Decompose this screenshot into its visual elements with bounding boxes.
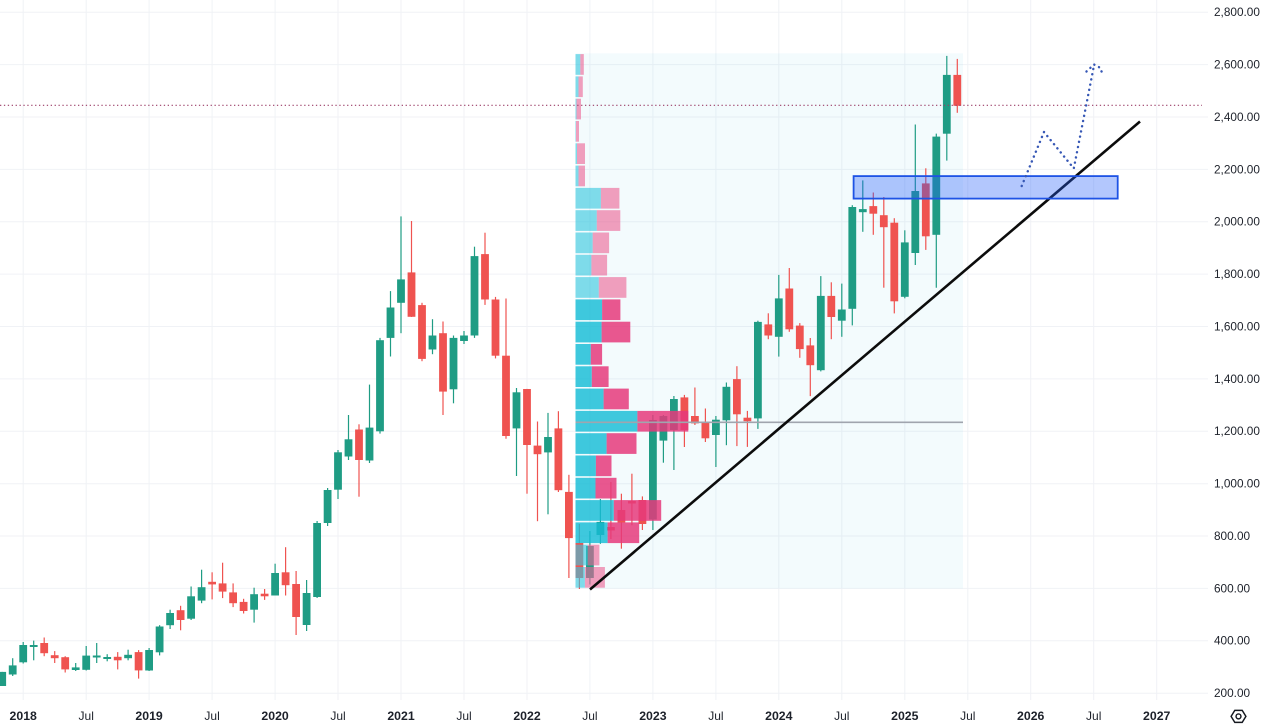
svg-text:800.00: 800.00	[1214, 529, 1251, 543]
svg-text:2025: 2025	[891, 709, 919, 723]
svg-text:Jul: Jul	[960, 709, 975, 723]
svg-text:Jul: Jul	[204, 709, 219, 723]
svg-text:2020: 2020	[261, 709, 289, 723]
svg-text:1,600.00: 1,600.00	[1214, 319, 1260, 333]
svg-text:200.00: 200.00	[1214, 686, 1251, 700]
svg-text:2018: 2018	[10, 709, 38, 723]
svg-text:2024: 2024	[765, 709, 793, 723]
svg-text:2021: 2021	[387, 709, 415, 723]
svg-text:Jul: Jul	[79, 709, 94, 723]
svg-text:2019: 2019	[135, 709, 163, 723]
svg-text:Jul: Jul	[834, 709, 849, 723]
svg-text:2026: 2026	[1017, 709, 1045, 723]
svg-text:1,800.00: 1,800.00	[1214, 267, 1260, 281]
svg-text:2027: 2027	[1143, 709, 1171, 723]
svg-text:Jul: Jul	[708, 709, 723, 723]
svg-text:2022: 2022	[513, 709, 541, 723]
svg-text:1,200.00: 1,200.00	[1214, 424, 1260, 438]
svg-text:1,000.00: 1,000.00	[1214, 477, 1260, 491]
svg-text:400.00: 400.00	[1214, 634, 1251, 648]
svg-text:2,000.00: 2,000.00	[1214, 215, 1260, 229]
svg-text:1,400.00: 1,400.00	[1214, 372, 1260, 386]
svg-text:600.00: 600.00	[1214, 581, 1251, 595]
svg-text:Jul: Jul	[582, 709, 597, 723]
svg-text:2023: 2023	[639, 709, 667, 723]
svg-text:2,400.00: 2,400.00	[1214, 110, 1260, 124]
svg-text:2,600.00: 2,600.00	[1214, 58, 1260, 72]
svg-text:2,800.00: 2,800.00	[1214, 5, 1260, 19]
svg-text:Jul: Jul	[330, 709, 345, 723]
svg-text:2,200.00: 2,200.00	[1214, 162, 1260, 176]
svg-text:Jul: Jul	[456, 709, 471, 723]
svg-text:Jul: Jul	[1086, 709, 1101, 723]
